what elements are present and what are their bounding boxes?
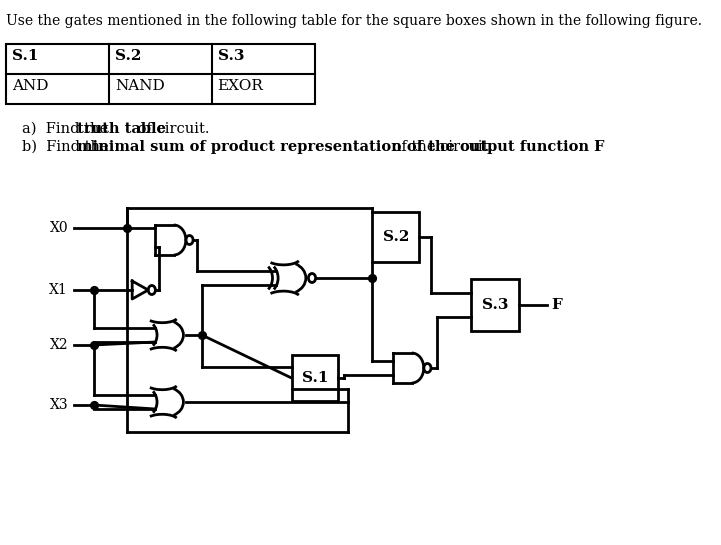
Text: of circuit.: of circuit. — [133, 122, 210, 136]
Text: S.2: S.2 — [115, 49, 141, 63]
Text: EXOR: EXOR — [218, 79, 263, 93]
Bar — [291, 355, 338, 401]
Text: truth table: truth table — [77, 122, 166, 136]
Bar — [6, 44, 315, 104]
Text: a)  Find the: a) Find the — [22, 122, 113, 136]
Text: minimal sum of product representation of the output function F: minimal sum of product representation of… — [77, 140, 604, 154]
Text: of the circuit.: of the circuit. — [388, 140, 493, 154]
Bar — [471, 279, 519, 331]
Text: b)  Find the: b) Find the — [22, 140, 114, 154]
Text: X1: X1 — [49, 283, 68, 297]
Text: S.1: S.1 — [12, 49, 38, 63]
Text: S.3: S.3 — [482, 298, 508, 312]
Text: S.1: S.1 — [301, 371, 328, 385]
Text: X2: X2 — [50, 338, 68, 352]
Bar — [373, 212, 419, 262]
Text: X3: X3 — [50, 398, 68, 412]
Text: NAND: NAND — [115, 79, 164, 93]
Text: AND: AND — [12, 79, 48, 93]
Text: F: F — [551, 298, 562, 312]
Text: S.3: S.3 — [218, 49, 244, 63]
Text: X0: X0 — [50, 221, 68, 235]
Text: Use the gates mentioned in the following table for the square boxes shown in the: Use the gates mentioned in the following… — [6, 14, 702, 28]
Text: S.2: S.2 — [383, 230, 409, 244]
